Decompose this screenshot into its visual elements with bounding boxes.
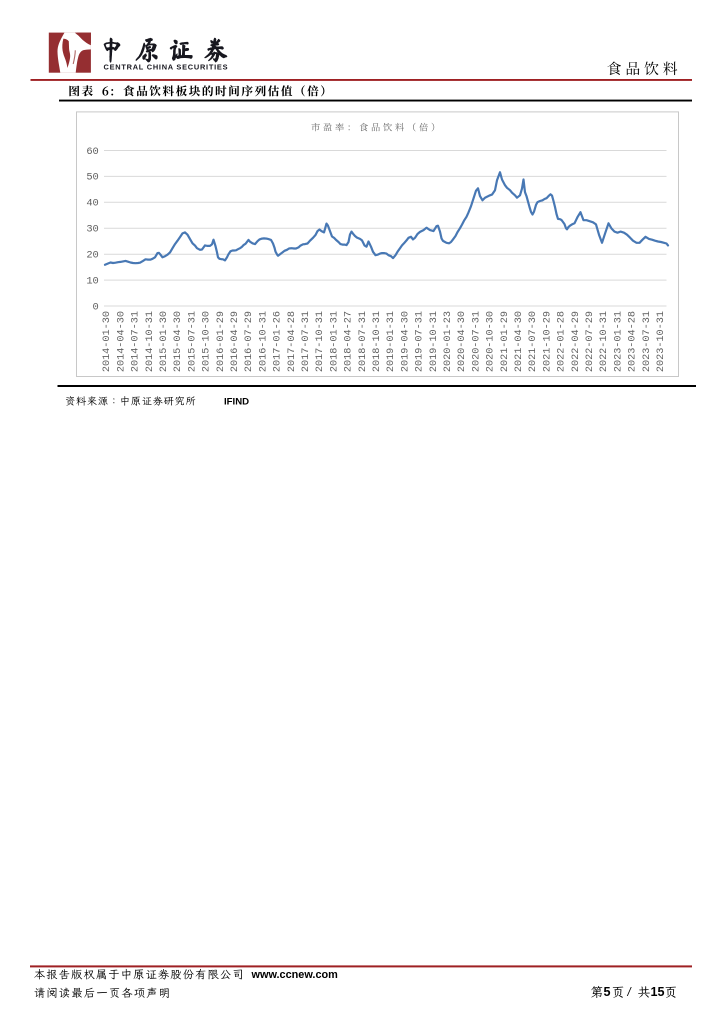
svg-text:2020-10-30: 2020-10-30 [486,311,497,372]
svg-text:2018-07-31: 2018-07-31 [358,311,369,372]
svg-text:2014-10-31: 2014-10-31 [145,311,156,372]
svg-text:CENTRAL CHINA SECURITIES: CENTRAL CHINA SECURITIES [104,63,229,72]
svg-text:2017-10-31: 2017-10-31 [315,311,326,372]
svg-text:2021-04-30: 2021-04-30 [514,311,525,372]
svg-text:30: 30 [86,224,98,236]
svg-text:20: 20 [86,250,98,262]
svg-text:10: 10 [86,275,98,287]
svg-text:2020-01-23: 2020-01-23 [443,311,454,372]
svg-text:2022-01-28: 2022-01-28 [557,311,568,372]
svg-text:2022-07-29: 2022-07-29 [585,311,596,372]
svg-text:2019-04-30: 2019-04-30 [400,311,411,372]
svg-text:2015-10-30: 2015-10-30 [202,311,213,372]
svg-text:5: 5 [604,985,611,999]
svg-text:2018-10-31: 2018-10-31 [372,311,383,372]
svg-text:2021-10-29: 2021-10-29 [542,311,553,372]
svg-text:/: / [627,987,633,999]
svg-text:2018-01-31: 2018-01-31 [329,311,340,372]
svg-text:2014-07-31: 2014-07-31 [131,311,142,372]
svg-text:2019-10-31: 2019-10-31 [429,311,440,372]
svg-text:2016-01-29: 2016-01-29 [216,311,227,372]
svg-text:2014-04-30: 2014-04-30 [116,311,127,372]
svg-text:50: 50 [86,172,98,184]
svg-text:2019-07-31: 2019-07-31 [415,311,426,372]
svg-text:15: 15 [651,985,665,999]
svg-text:40: 40 [86,198,98,210]
svg-text:2023-10-31: 2023-10-31 [656,311,667,372]
svg-text:www.ccnew.com: www.ccnew.com [251,969,339,981]
svg-text:2016-07-29: 2016-07-29 [244,311,255,372]
svg-text:IFIND: IFIND [224,396,249,407]
svg-text:2020-07-31: 2020-07-31 [471,311,482,372]
svg-text:2022-04-29: 2022-04-29 [571,311,582,372]
svg-text:2023-04-28: 2023-04-28 [628,311,639,372]
svg-text:2019-01-31: 2019-01-31 [386,311,397,372]
svg-text:2015-01-30: 2015-01-30 [159,311,170,372]
svg-text:2016-10-31: 2016-10-31 [258,311,269,372]
svg-text:2020-04-30: 2020-04-30 [457,311,468,372]
svg-text:2014-01-30: 2014-01-30 [102,311,113,372]
svg-text:2021-07-30: 2021-07-30 [528,311,539,372]
svg-text:2023-01-31: 2023-01-31 [613,311,624,372]
svg-text:0: 0 [93,301,99,313]
svg-text:2017-04-28: 2017-04-28 [287,311,298,372]
svg-text:2015-04-30: 2015-04-30 [173,311,184,372]
svg-text:2015-07-31: 2015-07-31 [187,311,198,372]
svg-text:60: 60 [86,146,98,158]
svg-text:2016-04-29: 2016-04-29 [230,311,241,372]
svg-text:2021-01-29: 2021-01-29 [500,311,511,372]
svg-text:2022-10-31: 2022-10-31 [599,311,610,372]
svg-text:2018-04-27: 2018-04-27 [344,311,355,372]
svg-text:2017-01-26: 2017-01-26 [273,311,284,372]
svg-text:2017-07-31: 2017-07-31 [301,311,312,372]
svg-text:2023-07-31: 2023-07-31 [642,311,653,372]
